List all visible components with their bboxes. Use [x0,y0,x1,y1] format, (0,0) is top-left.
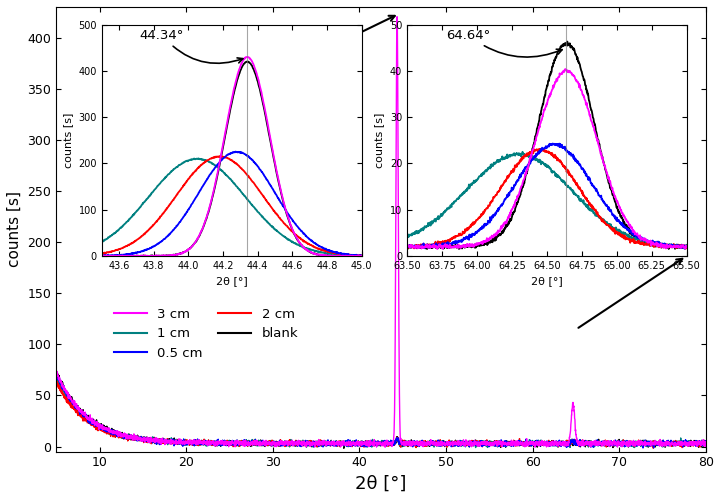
Y-axis label: counts [s]: counts [s] [7,192,22,268]
X-axis label: 2θ [°]: 2θ [°] [355,475,407,493]
Legend: 3 cm, 1 cm, 0.5 cm, 2 cm, blank: 3 cm, 1 cm, 0.5 cm, 2 cm, blank [108,302,304,365]
